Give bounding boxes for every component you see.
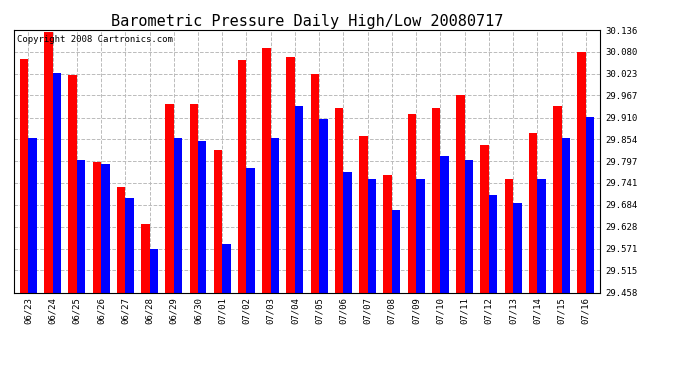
Bar xyxy=(198,141,206,292)
Bar xyxy=(359,136,368,292)
Bar xyxy=(440,156,449,292)
Bar xyxy=(344,172,352,292)
Bar xyxy=(335,108,344,292)
Bar xyxy=(246,168,255,292)
Bar xyxy=(52,73,61,292)
Bar xyxy=(214,150,222,292)
Bar xyxy=(408,114,416,292)
Bar xyxy=(553,106,562,292)
Bar xyxy=(384,175,392,292)
Bar xyxy=(310,74,319,292)
Bar xyxy=(432,108,440,292)
Bar xyxy=(68,75,77,292)
Bar xyxy=(562,138,570,292)
Text: Copyright 2008 Cartronics.com: Copyright 2008 Cartronics.com xyxy=(17,35,172,44)
Bar xyxy=(464,160,473,292)
Bar xyxy=(126,198,134,292)
Bar xyxy=(174,138,182,292)
Bar xyxy=(538,180,546,292)
Bar xyxy=(416,180,424,292)
Bar xyxy=(166,104,174,292)
Bar xyxy=(20,59,28,292)
Bar xyxy=(270,138,279,292)
Bar xyxy=(480,145,489,292)
Bar xyxy=(529,133,538,292)
Bar xyxy=(295,106,304,292)
Bar xyxy=(190,104,198,292)
Bar xyxy=(150,249,158,292)
Bar xyxy=(28,138,37,292)
Bar xyxy=(238,60,246,292)
Bar xyxy=(262,48,270,292)
Bar xyxy=(222,244,230,292)
Bar xyxy=(504,178,513,292)
Bar xyxy=(117,187,126,292)
Bar xyxy=(92,162,101,292)
Bar xyxy=(368,180,376,292)
Bar xyxy=(456,95,464,292)
Bar xyxy=(513,204,522,292)
Bar xyxy=(578,52,586,292)
Title: Barometric Pressure Daily High/Low 20080717: Barometric Pressure Daily High/Low 20080… xyxy=(111,14,503,29)
Bar xyxy=(489,195,497,292)
Bar xyxy=(77,160,86,292)
Bar xyxy=(101,164,110,292)
Bar xyxy=(586,117,594,292)
Bar xyxy=(44,32,52,292)
Bar xyxy=(392,210,400,292)
Bar xyxy=(286,57,295,292)
Bar xyxy=(141,224,150,292)
Bar xyxy=(319,119,328,292)
